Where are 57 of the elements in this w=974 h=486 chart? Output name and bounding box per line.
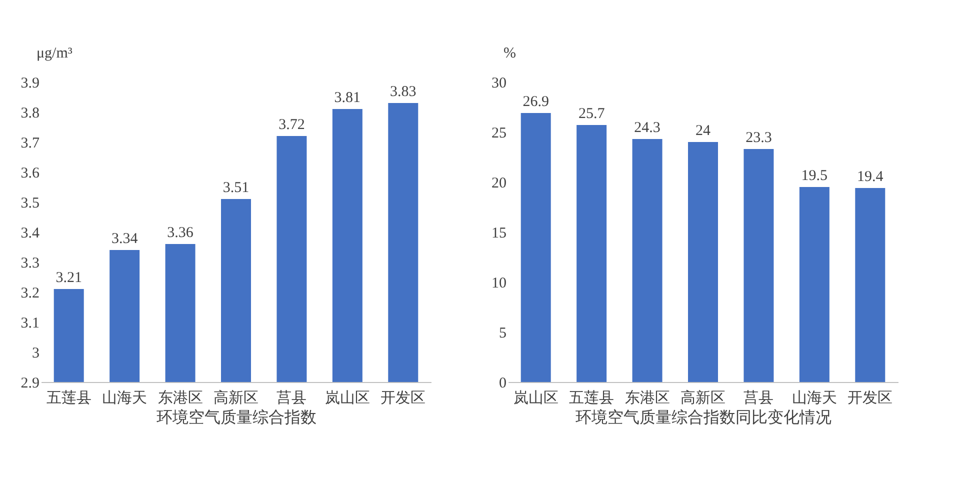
y-tick-label: 3.4 — [20, 226, 40, 242]
x-tick-label: 东港区 — [158, 390, 203, 406]
x-tick-label: 高新区 — [214, 390, 258, 406]
y-tick-label: 3.6 — [20, 166, 40, 182]
bar — [855, 188, 886, 382]
y-tick-label: 3.3 — [20, 256, 40, 272]
x-tick-label: 山海天 — [792, 390, 837, 406]
data-label: 24.3 — [634, 120, 660, 136]
x-tick-label: 五莲县 — [46, 390, 92, 406]
x-tick-label: 东港区 — [624, 390, 670, 406]
data-label: 24 — [696, 123, 711, 139]
y-tick-label: 15 — [492, 226, 506, 242]
y-tick-label: 10 — [492, 276, 506, 292]
y-tick-label: 5 — [499, 326, 506, 342]
bar — [744, 149, 774, 382]
x-axis-title: 环境空气质量综合指数 — [156, 408, 316, 426]
data-label: 3.51 — [222, 180, 250, 196]
y-tick-label: 3.1 — [20, 316, 40, 332]
bar — [632, 139, 662, 382]
y-tick-label: 3.9 — [20, 76, 40, 92]
bar — [576, 125, 607, 382]
data-label: 3.34 — [111, 231, 138, 247]
y-axis-title: % — [504, 46, 516, 62]
data-label: 3.72 — [278, 117, 305, 133]
bar — [799, 187, 830, 382]
x-tick-label: 五莲县 — [569, 390, 614, 406]
data-label: 26.9 — [522, 94, 549, 110]
x-tick-label: 高新区 — [680, 390, 726, 406]
data-label: 25.7 — [578, 106, 606, 122]
y-axis-title: μg/m³ — [36, 46, 73, 62]
data-label: 3.83 — [390, 84, 416, 100]
data-label: 19.5 — [801, 168, 828, 184]
y-tick-label: 0 — [499, 376, 506, 392]
x-tick-label: 开发区 — [380, 390, 426, 406]
y-tick-label: 3.5 — [20, 196, 40, 212]
bar — [688, 142, 718, 382]
data-label: 3.81 — [334, 90, 361, 106]
y-tick-label: 25 — [492, 126, 506, 142]
data-label: 19.4 — [857, 169, 884, 185]
data-label: 23.3 — [746, 130, 772, 146]
y-tick-label: 30 — [492, 76, 506, 92]
x-tick-label: 山海天 — [102, 390, 148, 406]
x-tick-label: 岚山区 — [513, 390, 558, 406]
y-tick-label: 3.7 — [20, 136, 40, 152]
x-tick-label: 莒县 — [276, 390, 307, 406]
data-label: 3.21 — [56, 270, 82, 286]
y-tick-label: 3.2 — [20, 286, 40, 302]
y-tick-label: 20 — [492, 176, 506, 192]
bar — [520, 113, 551, 382]
data-label: 3.36 — [167, 225, 194, 241]
x-axis-title: 环境空气质量综合指数同比变化情况 — [576, 408, 832, 426]
y-tick-label: 3.8 — [20, 106, 40, 122]
x-tick-label: 岚山区 — [324, 390, 370, 406]
x-tick-label: 莒县 — [744, 390, 774, 406]
x-tick-label: 开发区 — [848, 390, 893, 406]
y-tick-label: 3 — [32, 346, 40, 362]
y-tick-label: 2.9 — [20, 376, 40, 392]
